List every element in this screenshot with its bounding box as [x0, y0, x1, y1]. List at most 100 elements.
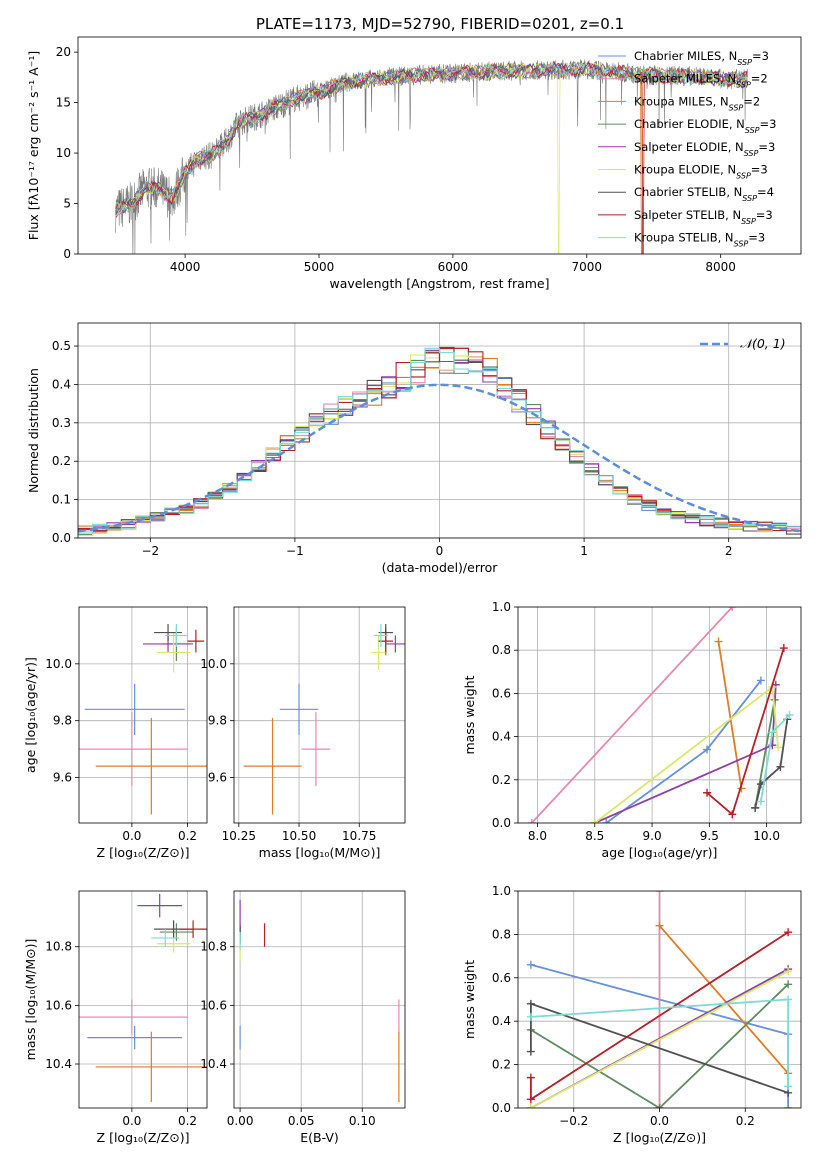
x-tick-label: 4000	[170, 260, 201, 274]
axes-frame	[77, 322, 802, 539]
weight-marker	[655, 921, 664, 930]
y-tick-label: 20	[56, 45, 71, 59]
y-tick-label: 0.8	[492, 927, 511, 941]
y-axis-label: mass weight	[462, 960, 477, 1039]
y-tick-label: 10.8	[45, 940, 72, 954]
x-tick-label: 6000	[438, 260, 469, 274]
plot-area	[518, 607, 801, 823]
weight-marker	[784, 967, 793, 976]
x-tick-label: 10.75	[342, 829, 376, 843]
axes-frame	[233, 890, 406, 1109]
y-tick-label: 1.0	[492, 600, 511, 614]
weight-marker	[602, 819, 611, 823]
y-tick-label: 0.8	[492, 643, 511, 657]
y-tick-label: 0.2	[52, 454, 71, 468]
y-tick-label: 0.3	[52, 416, 71, 430]
axes-frame	[78, 606, 208, 824]
weight-marker	[756, 676, 765, 685]
y-tick-label: 10.6	[45, 998, 72, 1012]
weight-marker	[784, 1082, 793, 1091]
weight-marker	[526, 960, 535, 969]
panel-3: 0.0 0.2 9.6 9.8 10.0 Z [log₁₀(Z/Z⊙)] age [log₁…	[23, 606, 208, 860]
panel-5: 8.0 8.5 9.0 9.5 10.0 0.0 0.2 0.4 0.6 0.8 1.0 age [l…	[462, 600, 802, 860]
x-tick-label: 5000	[304, 260, 335, 274]
plot-area	[78, 323, 801, 538]
y-tick-label: 0.2	[492, 1058, 511, 1072]
x-tick-label: 0.2	[736, 1114, 755, 1128]
x-tick-label: 0.0	[122, 829, 141, 843]
y-tick-label: 15	[56, 96, 71, 110]
x-tick-label: 0.0	[650, 1114, 669, 1128]
weight-marker	[784, 980, 793, 989]
legend-entry: Kroupa STELIB, NSSP=3	[634, 231, 765, 249]
panel-8: −0.2 0.0 0.2 0.0 0.2 0.4 0.6 0.8 1.0 Z [log₁₀(Z/Z…	[462, 884, 802, 1145]
x-tick-label: 0.05	[288, 1114, 315, 1128]
weight-marker	[784, 995, 793, 1004]
y-tick-label: 1.0	[492, 884, 511, 898]
x-tick-label: −2	[141, 544, 159, 558]
x-tick-label: 0	[436, 544, 444, 558]
weight-marker	[526, 999, 535, 1008]
x-tick-label: 9.0	[643, 829, 662, 843]
model-spectrum	[115, 60, 748, 213]
weight-marker	[655, 1104, 664, 1108]
legend-entry: Chabrier ELODIE, NSSP=3	[634, 117, 776, 135]
legend-entry: 𝒩(0, 1)	[740, 336, 786, 351]
y-axis-label: Normed distribution	[26, 368, 41, 493]
x-axis-label: Z [log₁₀(Z/Z⊙)]	[97, 845, 190, 860]
weight-marker	[590, 819, 599, 823]
weight-marker	[526, 1095, 535, 1104]
model-spectrum	[115, 62, 748, 254]
weight-series	[658, 925, 789, 1074]
y-tick-label: 0.4	[52, 377, 71, 391]
weight-marker	[768, 728, 777, 737]
x-axis-label: wavelength [Angstrom, rest frame]	[329, 276, 549, 291]
weight-marker	[784, 1104, 793, 1108]
y-tick-label: 0.1	[52, 493, 71, 507]
x-axis-label: age [log₁₀(age/yr)]	[602, 845, 718, 860]
x-tick-label: 0.10	[349, 1114, 376, 1128]
legend-entry: Salpeter ELODIE, NSSP=3	[634, 140, 775, 158]
y-tick-label: 0.4	[492, 1014, 511, 1028]
legend-entry: Salpeter MILES, NSSP=2	[634, 72, 768, 90]
observed-spectrum	[115, 59, 748, 254]
weight-marker	[776, 762, 785, 771]
weight-marker	[527, 819, 536, 823]
legend-entry: Kroupa MILES, NSSP=2	[634, 94, 760, 112]
weight-marker	[756, 797, 765, 806]
weight-marker	[655, 891, 664, 895]
y-tick-label: 0.2	[492, 773, 511, 787]
x-tick-label: 0.0	[122, 1114, 141, 1128]
normal-curve	[78, 383, 801, 533]
axes-frame	[233, 606, 406, 824]
y-axis-label: age [log₁₀(age/yr)]	[23, 657, 38, 773]
figure-title: PLATE=1173, MJD=52790, FIBERID=0201, z=0…	[256, 15, 624, 33]
y-tick-label: 0.0	[52, 531, 71, 545]
plot-area	[234, 607, 405, 823]
y-tick-label: 0.6	[492, 971, 511, 985]
y-tick-label: 10.0	[45, 657, 72, 671]
x-tick-label: −1	[286, 544, 304, 558]
panel-1: 4000 5000 6000 7000 8000 0 5 10 15 20 wavelength […	[26, 36, 802, 291]
x-tick-label: 9.5	[700, 829, 719, 843]
legend: Chabrier MILES, NSSP=3 Salpeter MILES, NS…	[598, 49, 776, 248]
x-tick-label: 7000	[572, 260, 603, 274]
plot-area	[234, 891, 405, 1108]
x-axis-label: mass [log₁₀(M/M⊙)]	[259, 845, 381, 860]
x-tick-label: 1	[580, 544, 588, 558]
weight-marker	[728, 810, 737, 819]
x-tick-label: 0.2	[178, 1114, 197, 1128]
histogram-series	[78, 347, 801, 534]
x-tick-label: 8000	[705, 260, 736, 274]
axes-frame	[78, 890, 208, 1109]
y-axis-label: mass weight	[462, 675, 477, 754]
plot-area	[518, 891, 801, 1108]
legend-entry: Kroupa ELODIE, NSSP=3	[634, 163, 768, 181]
y-tick-label: 0.4	[492, 730, 511, 744]
x-tick-label: 8.0	[528, 829, 547, 843]
weight-series	[531, 607, 733, 823]
weight-marker	[779, 644, 788, 653]
weight-marker	[526, 1073, 535, 1082]
x-axis-label: (data-model)/error	[382, 560, 499, 575]
histogram-series	[78, 346, 801, 535]
